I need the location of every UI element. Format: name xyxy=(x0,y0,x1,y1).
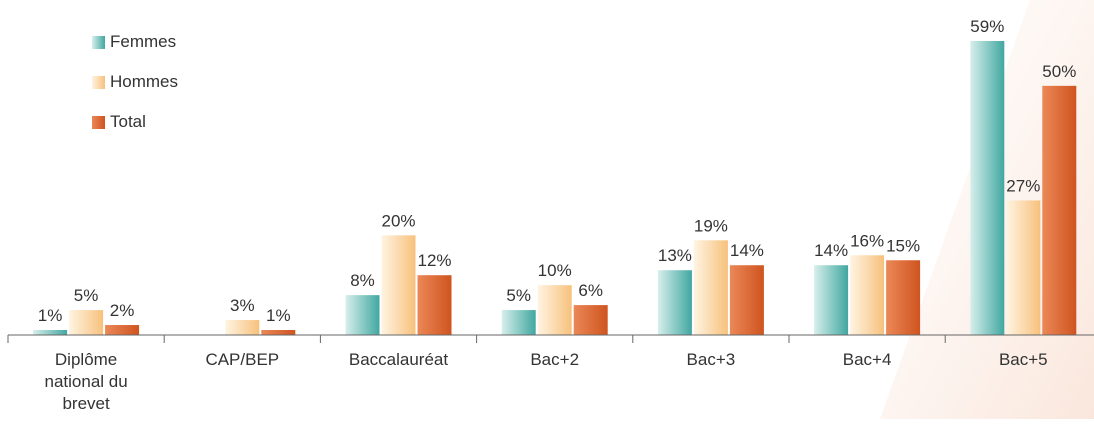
data-label-femmes-0: 1% xyxy=(38,306,63,325)
bar-femmes-4 xyxy=(657,270,692,335)
data-label-femmes-3: 5% xyxy=(506,286,531,305)
data-label-total-0: 2% xyxy=(110,301,135,320)
bar-total-0 xyxy=(105,325,140,335)
legend-swatch-femmes xyxy=(92,35,105,49)
bar-total-5 xyxy=(886,260,921,335)
data-label-total-2: 12% xyxy=(417,251,451,270)
data-label-total-4: 14% xyxy=(730,241,764,260)
legend-swatch-hommes xyxy=(92,75,105,89)
data-label-total-5: 15% xyxy=(886,236,920,255)
category-label-line: Bac+2 xyxy=(530,350,579,369)
bar-hommes-5 xyxy=(850,255,885,335)
data-label-femmes-6: 59% xyxy=(970,17,1004,36)
bar-total-6 xyxy=(1042,85,1077,335)
data-label-total-6: 50% xyxy=(1042,62,1076,81)
data-label-total-3: 6% xyxy=(578,281,603,300)
bar-hommes-6 xyxy=(1006,200,1041,335)
category-label-3: Bac+2 xyxy=(530,350,579,369)
category-label-4: Bac+3 xyxy=(687,350,736,369)
data-label-femmes-5: 14% xyxy=(814,241,848,260)
data-label-femmes-2: 8% xyxy=(350,271,375,290)
data-label-hommes-4: 19% xyxy=(694,216,728,235)
legend: Femmes Hommes Total xyxy=(92,22,178,142)
bar-femmes-3 xyxy=(501,310,536,335)
category-label-0: Diplôme national du brevet xyxy=(45,350,128,413)
data-label-hommes-3: 10% xyxy=(538,261,572,280)
legend-label-total: Total xyxy=(110,112,146,131)
category-label-line: CAP/BEP xyxy=(205,350,279,369)
legend-item-hommes: Hommes xyxy=(92,62,178,102)
category-label-line: Baccalauréat xyxy=(349,350,449,369)
bar-femmes-2 xyxy=(345,295,380,335)
legend-item-femmes: Femmes xyxy=(92,22,178,62)
bar-hommes-1 xyxy=(225,320,260,335)
category-label-line: Bac+4 xyxy=(843,350,892,369)
legend-item-total: Total xyxy=(92,102,178,142)
data-label-total-1: 1% xyxy=(266,306,291,325)
bar-total-2 xyxy=(417,275,452,335)
category-label-line: Bac+3 xyxy=(687,350,736,369)
data-label-hommes-0: 5% xyxy=(74,286,99,305)
bar-hommes-4 xyxy=(693,240,728,335)
category-label-2: Baccalauréat xyxy=(349,350,449,369)
category-label-line: brevet xyxy=(62,394,110,413)
bar-hommes-2 xyxy=(381,235,416,335)
legend-label-femmes: Femmes xyxy=(110,32,177,51)
data-label-hommes-6: 27% xyxy=(1006,176,1040,195)
bar-femmes-6 xyxy=(970,41,1005,335)
category-label-line: Diplôme xyxy=(55,350,117,369)
legend-label-hommes: Hommes xyxy=(110,72,179,91)
bar-total-3 xyxy=(573,305,608,335)
legend-swatch-total xyxy=(92,115,105,129)
bar-total-4 xyxy=(729,265,764,335)
bar-femmes-5 xyxy=(814,265,849,335)
bar-femmes-0 xyxy=(33,330,68,335)
category-label-6: Bac+5 xyxy=(999,350,1048,369)
data-label-hommes-2: 20% xyxy=(381,211,415,230)
data-label-hommes-5: 16% xyxy=(850,231,884,250)
category-label-1: CAP/BEP xyxy=(205,350,279,369)
category-label-5: Bac+4 xyxy=(843,350,892,369)
data-label-hommes-1: 3% xyxy=(230,296,255,315)
data-label-femmes-4: 13% xyxy=(658,246,692,265)
bar-hommes-3 xyxy=(537,285,572,335)
category-label-line: national du xyxy=(45,372,128,391)
category-label-line: Bac+5 xyxy=(999,350,1048,369)
bar-hommes-0 xyxy=(69,310,104,335)
bar-total-1 xyxy=(261,330,296,335)
